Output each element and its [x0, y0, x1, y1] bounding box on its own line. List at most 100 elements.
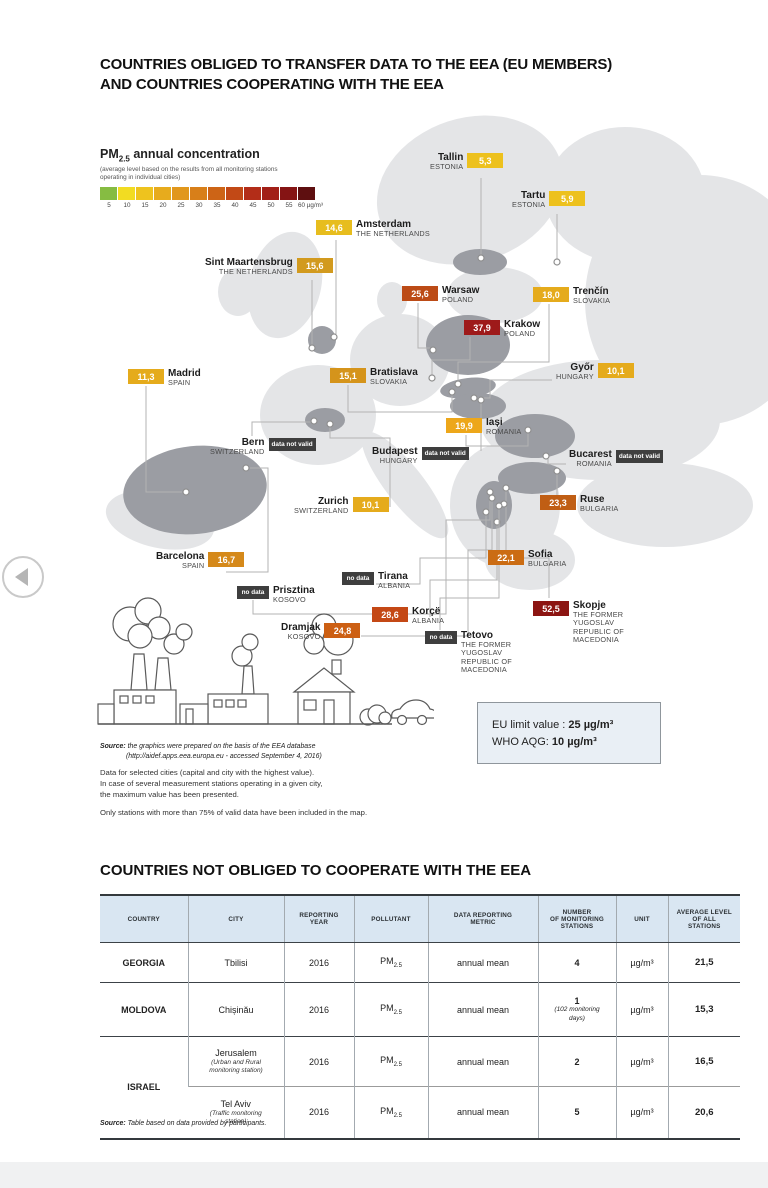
city-country: HUNGARY: [556, 372, 594, 382]
cell-year: 2016: [283, 1036, 354, 1087]
legend-swatch: [298, 187, 315, 201]
cell-stations: 5: [537, 1086, 616, 1139]
cell-city: Chișinău: [187, 982, 284, 1037]
city-dot: [454, 380, 462, 388]
legend-tick: 10: [123, 202, 131, 210]
column-header: CITY: [187, 895, 284, 943]
value-badge: data not valid: [615, 450, 664, 463]
cell-city: Tbilisi: [187, 942, 284, 983]
city-label: 28,6 Korçë ALBANIA: [372, 606, 444, 625]
column-header: DATA REPORTING METRIC: [427, 895, 538, 943]
limit-info-box: EU limit value : 25 µg/m³ WHO AQG: 10 µg…: [477, 702, 661, 764]
city-country: KOSOVO: [287, 632, 321, 642]
table-wrapper: COUNTRY CITY REPORTING YEAR POLLUTANT DATA R…: [100, 894, 740, 1140]
cell-unit: µg/m³: [615, 1036, 668, 1087]
city-label: Barcelona SPAIN 16,7: [156, 551, 245, 571]
city-label: no data Prisztina KOSOVO: [237, 585, 315, 604]
city-country: ESTONIA: [430, 162, 464, 172]
city-label: Sint Maartensbrug THE NETHERLANDS 15,6: [205, 257, 333, 276]
legend-ticks: 5 10 15 20 25 30 35 40 45 50 55 60 µg/m³: [100, 202, 340, 209]
eu-limit-row: EU limit value : 25 µg/m³: [492, 718, 614, 731]
city-label: Tallin ESTONIA 5,3: [430, 152, 504, 172]
factory-icon: [179, 633, 269, 725]
city-label: 25,6 Warsaw POLAND: [402, 285, 479, 304]
stations-value: 5: [574, 1107, 580, 1118]
city-name: Sint Maartensbrug: [205, 257, 293, 268]
map-source-line: Source: the graphics were prepared on th…: [100, 743, 316, 750]
city-name-block: Budapest HUNGARY: [372, 446, 418, 465]
connector-line: [431, 337, 471, 376]
city-country: POLAND: [442, 295, 474, 305]
city-name: Krakow: [504, 319, 541, 330]
value-badge: 28,6: [372, 607, 408, 622]
city-label: no data Tirana ALBANIA: [342, 571, 410, 590]
city-dot: [524, 426, 532, 434]
cell-year: 2016: [283, 942, 354, 983]
cell-stations: 2: [537, 1036, 616, 1087]
value-badge: 52,5: [533, 601, 569, 616]
cell-city: Tel Aviv (Traffic monitoring station): [188, 1086, 284, 1139]
value-badge: 19,9: [446, 418, 482, 433]
city-label: Győr HUNGARY 10,1: [556, 362, 634, 381]
highlighted-countries: [123, 249, 575, 535]
city-country: SPAIN: [182, 561, 205, 571]
column-header: UNIT: [615, 895, 668, 943]
value-badge: 16,7: [208, 552, 245, 567]
legend-swatch: [190, 187, 207, 201]
city-name: Tetovo: [461, 630, 494, 641]
value-badge: 22,1: [488, 550, 524, 565]
map-source-block: Source: the graphics were prepared on th…: [100, 742, 480, 818]
prev-button[interactable]: [2, 556, 44, 598]
city-name: Skopje: [573, 600, 606, 611]
connector-line: [251, 421, 311, 436]
city-name: Barcelona: [156, 551, 205, 562]
city-name: Tirana: [378, 571, 408, 582]
city-dot: [448, 388, 456, 396]
value-badge: 37,9: [464, 320, 500, 335]
city-name: Sofia: [528, 549, 553, 560]
city-label: Bucarest ROMANIA data not valid: [569, 449, 664, 468]
city-dot: [488, 494, 496, 502]
cell-metric: annual mean: [427, 982, 538, 1037]
legend-swatch: [226, 187, 243, 201]
city-name-block: Dramjak KOSOVO: [281, 622, 320, 641]
connector-line: [505, 507, 550, 598]
city-name-block: Trenčín SLOVAKIA: [573, 286, 610, 305]
legend-swatches: [100, 187, 340, 201]
connector-line: [417, 303, 430, 349]
table-row: Tel Aviv (Traffic monitoring station) 2016…: [100, 1086, 740, 1139]
legend-subtitle: (average level based on the results from…: [100, 165, 278, 181]
city-country: POLAND: [504, 329, 536, 339]
cell-stations: 4: [537, 942, 616, 983]
city-name: Bratislava: [370, 367, 418, 378]
connector-line: [376, 515, 487, 585]
value-badge: 10,1: [352, 497, 389, 512]
city-name-block: Sint Maartensbrug THE NETHERLANDS: [205, 257, 293, 276]
value-badge: data not valid: [421, 447, 469, 460]
stations-value: 4: [574, 957, 580, 968]
city-name-block: Bratislava SLOVAKIA: [370, 367, 418, 386]
table-row: ISRAEL Jerusalem (Urban and Rural monitori…: [100, 1036, 740, 1139]
legend-swatch: [280, 187, 297, 201]
city-label: 18,0 Trenčín SLOVAKIA: [533, 286, 610, 305]
value-badge: 25,6: [402, 286, 438, 301]
legend-tick: 25: [177, 202, 185, 210]
value-badge: 5,9: [549, 191, 586, 206]
cell-metric: annual mean: [427, 1086, 538, 1139]
section-title: COUNTRIES NOT OBLIGED TO COOPERATE WITH …: [100, 862, 532, 879]
connector-line: [145, 386, 182, 493]
city-name-block: Skopje THE FORMER YUGOSLAV REPUBLIC OF MA…: [573, 600, 624, 644]
city-dot: [477, 396, 485, 404]
legend-tick: 15: [141, 202, 149, 210]
cell-stations: 1 (102 monitoring days): [537, 982, 616, 1037]
city-dot: [308, 344, 316, 352]
cell-unit: µg/m³: [615, 942, 668, 983]
city-name: Ruse: [580, 494, 605, 505]
landmass-light: [105, 115, 768, 590]
city-country: HUNGARY: [379, 456, 418, 466]
cell-pollutant: PM2.5: [353, 1086, 428, 1139]
legend-swatch: [100, 187, 117, 201]
city-dot: [310, 417, 318, 425]
map-source-url: (http://aidef.apps.eea.europa.eu - acces…: [126, 752, 322, 760]
city-country: ROMANIA: [486, 427, 522, 437]
